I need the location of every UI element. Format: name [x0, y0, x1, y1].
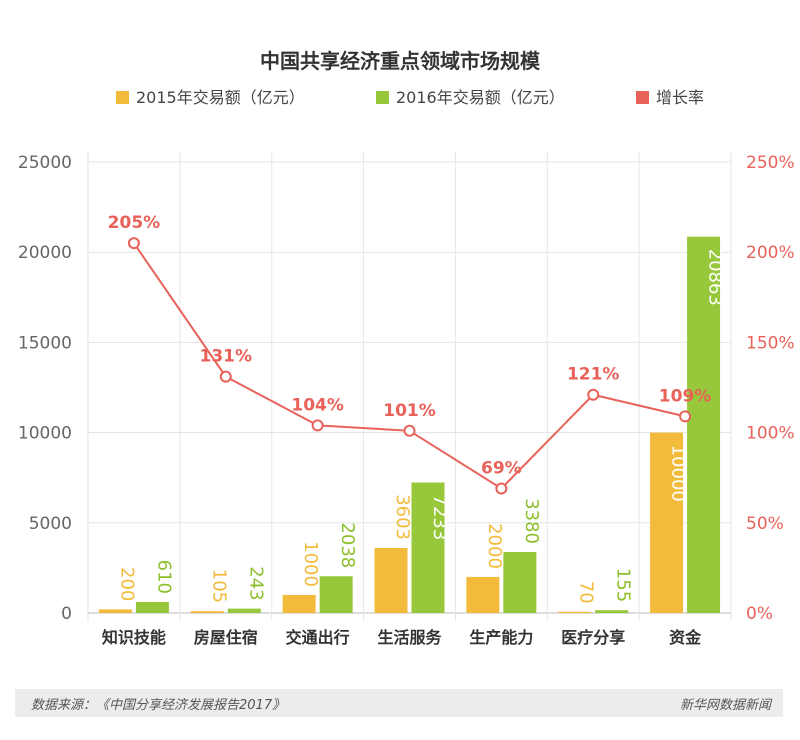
x-axis-labels: 知识技能 房屋住宿 交通出行 生活服务 生产能力 医疗分享 资金: [102, 628, 702, 647]
bar-value-label: 200: [116, 567, 137, 601]
y-right-tick-label: 50%: [746, 514, 784, 534]
bar-value-label: 243: [245, 566, 266, 600]
x-tick-label: 交通出行: [286, 628, 350, 647]
y-axis-right: 0% 50% 100% 150% 200% 250%: [746, 153, 795, 624]
legend-swatch: [376, 91, 389, 104]
growth-label: 205%: [108, 213, 161, 233]
bar-value-label: 610: [153, 560, 174, 594]
bar: [374, 548, 408, 613]
y-left-tick-label: 0: [61, 604, 72, 624]
bar-value-label: 20863: [705, 249, 726, 306]
growth-point: [679, 410, 692, 423]
growth-point: [311, 419, 324, 432]
y-right-tick-label: 150%: [746, 333, 795, 353]
bar-value-label: 1000: [300, 541, 321, 587]
bar: [190, 611, 224, 613]
bar: [135, 601, 169, 613]
bar-value-label: 7233: [429, 495, 450, 541]
growth-label: 131%: [200, 347, 253, 367]
bar-value-label: 2000: [484, 523, 505, 569]
bars: [98, 236, 721, 614]
legend-label: 2015年交易额（亿元）: [136, 88, 305, 107]
growth-point: [495, 482, 508, 495]
bar: [650, 432, 684, 613]
x-tick-label: 资金: [669, 628, 702, 647]
growth-point: [403, 424, 416, 437]
growth-label: 109%: [659, 386, 712, 406]
y-right-tick-label: 0%: [746, 604, 773, 624]
y-left-tick-label: 5000: [29, 514, 72, 534]
footer: 数据来源：《中国分享经济发展报告2017》 新华网数据新闻: [15, 689, 783, 717]
y-right-tick-label: 250%: [746, 153, 795, 173]
growth-label: 121%: [567, 365, 620, 385]
bar-value-label: 105: [208, 569, 229, 603]
grid: [87, 152, 732, 621]
bar: [411, 482, 445, 613]
bar: [282, 594, 316, 613]
x-tick-label: 房屋住宿: [194, 628, 258, 647]
legend: 2015年交易额（亿元） 2016年交易额（亿元） 增长率: [116, 88, 704, 107]
growth-label: 104%: [291, 395, 344, 415]
legend-label: 增长率: [656, 88, 704, 107]
y-left-tick-label: 10000: [18, 424, 72, 444]
bar-value-label: 155: [613, 568, 634, 602]
bar: [503, 552, 537, 613]
legend-swatch: [116, 91, 129, 104]
bar: [466, 576, 500, 613]
y-right-tick-label: 200%: [746, 243, 795, 263]
bar-value-label: 3603: [392, 494, 413, 540]
bar-labels: 200 610 105 243 1000 2038 3603 7233 2000 3380 70 15…: [116, 249, 725, 604]
bar: [227, 608, 261, 613]
legend-label: 2016年交易额（亿元）: [396, 88, 565, 107]
bar-value-label: 3380: [521, 498, 542, 544]
growth-point: [219, 370, 232, 383]
bar-value-label: 2038: [337, 522, 358, 568]
legend-swatch: [636, 91, 649, 104]
growth-label: 69%: [481, 459, 522, 479]
y-left-tick-label: 20000: [18, 243, 72, 263]
y-left-tick-label: 25000: [18, 153, 72, 173]
chart: 中国共享经济重点领域市场规模 2015年交易额（亿元） 2016年交易额（亿元） 增…: [18, 49, 795, 647]
bar-value-label: 10000: [668, 445, 689, 502]
x-tick-label: 生活服务: [377, 628, 442, 647]
brand-note: 新华网数据新闻: [679, 698, 771, 713]
chart-title: 中国共享经济重点领域市场规模: [260, 49, 541, 73]
y-right-tick-label: 100%: [746, 424, 795, 444]
x-tick-label: 知识技能: [102, 628, 166, 647]
bar: [319, 576, 353, 613]
growth-label: 101%: [383, 401, 436, 421]
x-tick-label: 生产能力: [469, 628, 533, 647]
bar: [687, 236, 721, 614]
x-tick-label: 医疗分享: [561, 628, 625, 647]
growth-line: 205% 131% 104% 101% 69% 121% 109%: [108, 213, 712, 495]
bar: [558, 611, 592, 613]
bar-value-label: 70: [576, 581, 597, 604]
y-axis-left: 0 5000 10000 15000 20000 25000: [18, 153, 72, 624]
y-left-tick-label: 15000: [18, 333, 72, 353]
bar: [595, 610, 629, 613]
bar: [98, 609, 132, 613]
growth-point: [127, 237, 140, 250]
growth-point: [587, 388, 600, 401]
source-note: 数据来源：《中国分享经济发展报告2017》: [31, 698, 286, 713]
